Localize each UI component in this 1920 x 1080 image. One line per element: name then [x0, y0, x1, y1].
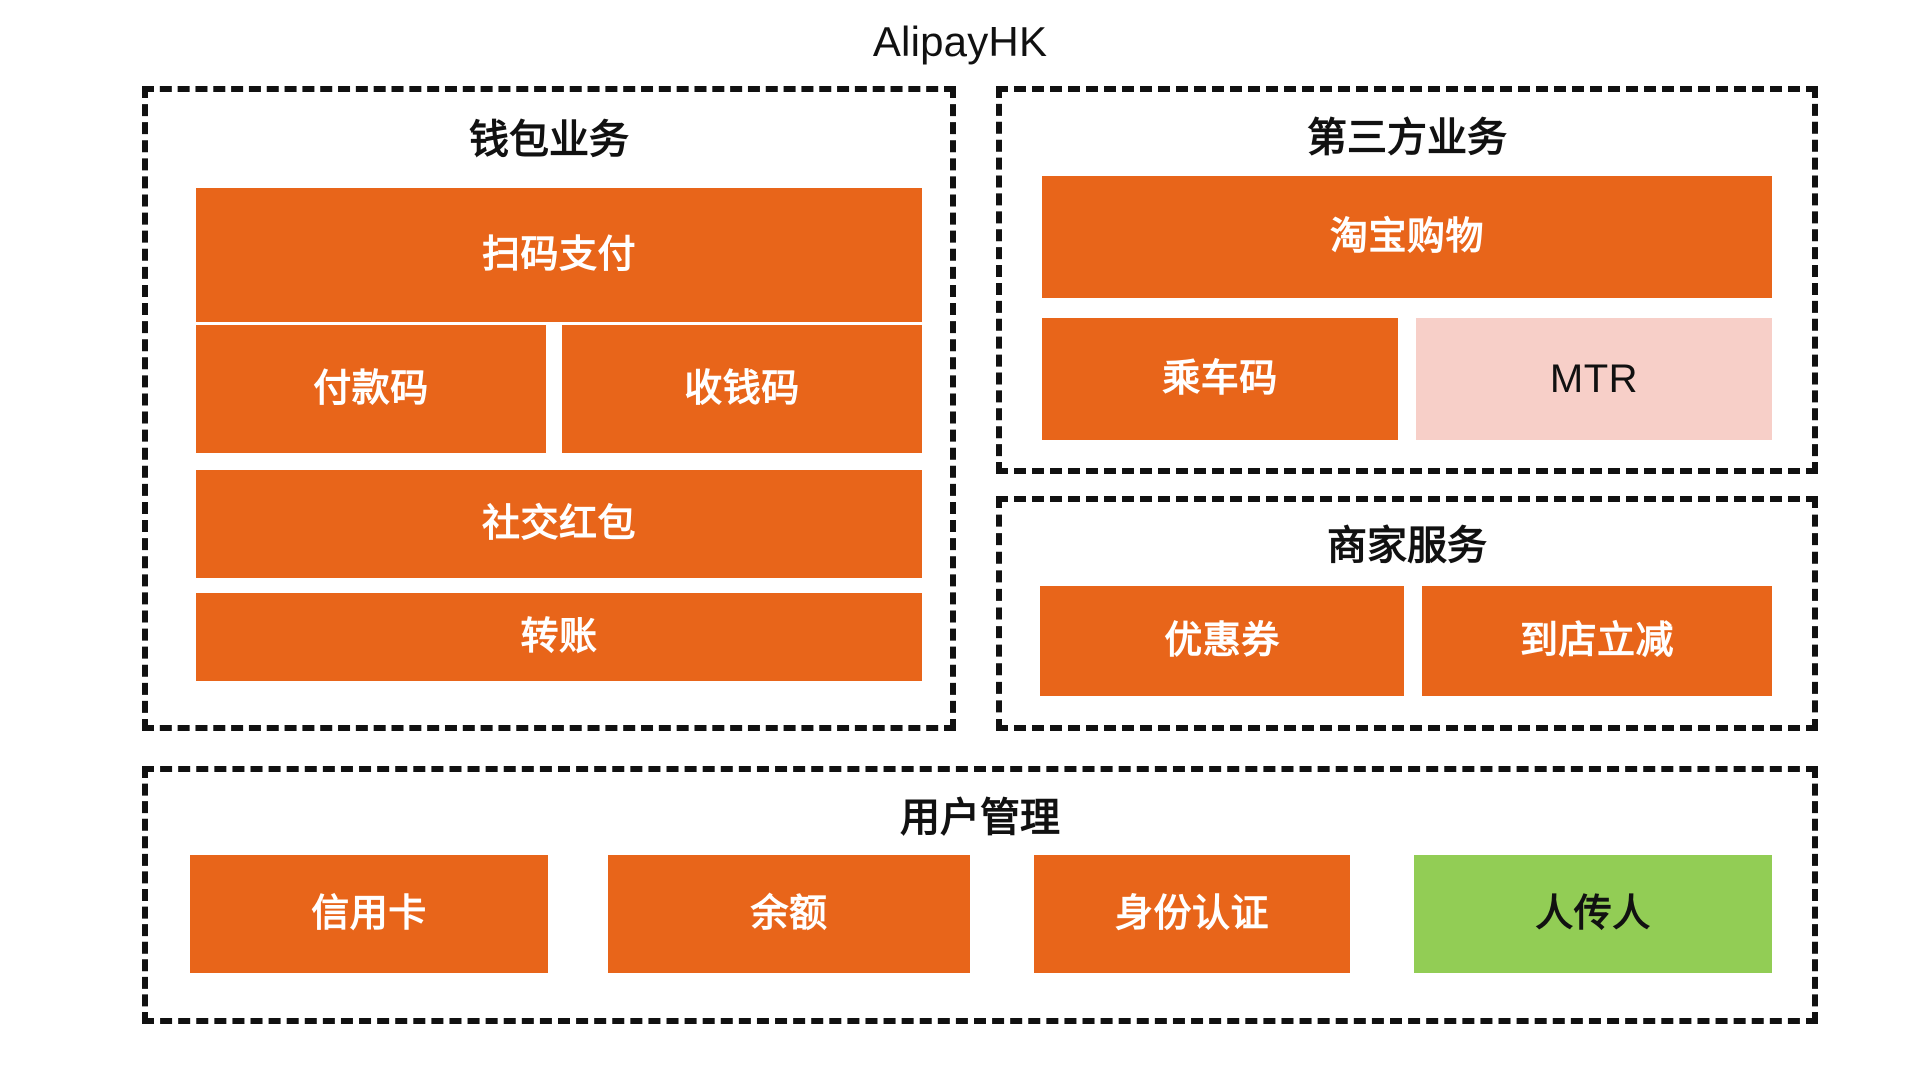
- node-balance[interactable]: 余额: [608, 855, 970, 973]
- node-mtr[interactable]: MTR: [1416, 318, 1772, 440]
- node-social-red-packet[interactable]: 社交红包: [196, 470, 922, 578]
- node-coupon[interactable]: 优惠券: [1040, 586, 1404, 696]
- node-scan-payment[interactable]: 扫码支付: [196, 188, 922, 322]
- node-payment-code[interactable]: 付款码: [196, 325, 546, 453]
- group-title-user: 用户管理: [900, 796, 1060, 840]
- group-title-merchant: 商家服务: [1327, 524, 1487, 568]
- node-taobao-shopping[interactable]: 淘宝购物: [1042, 176, 1772, 298]
- group-title-wallet: 钱包业务: [469, 118, 629, 162]
- node-identity-verification[interactable]: 身份认证: [1034, 855, 1350, 973]
- group-title-thirdparty: 第三方业务: [1307, 116, 1507, 160]
- node-person-to-person[interactable]: 人传人: [1414, 855, 1772, 973]
- node-transit-code[interactable]: 乘车码: [1042, 318, 1398, 440]
- node-instore-discount[interactable]: 到店立减: [1422, 586, 1772, 696]
- node-collect-code[interactable]: 收钱码: [562, 325, 922, 453]
- node-credit-card[interactable]: 信用卡: [190, 855, 548, 973]
- page-title: AlipayHK: [872, 18, 1048, 65]
- node-transfer[interactable]: 转账: [196, 593, 922, 681]
